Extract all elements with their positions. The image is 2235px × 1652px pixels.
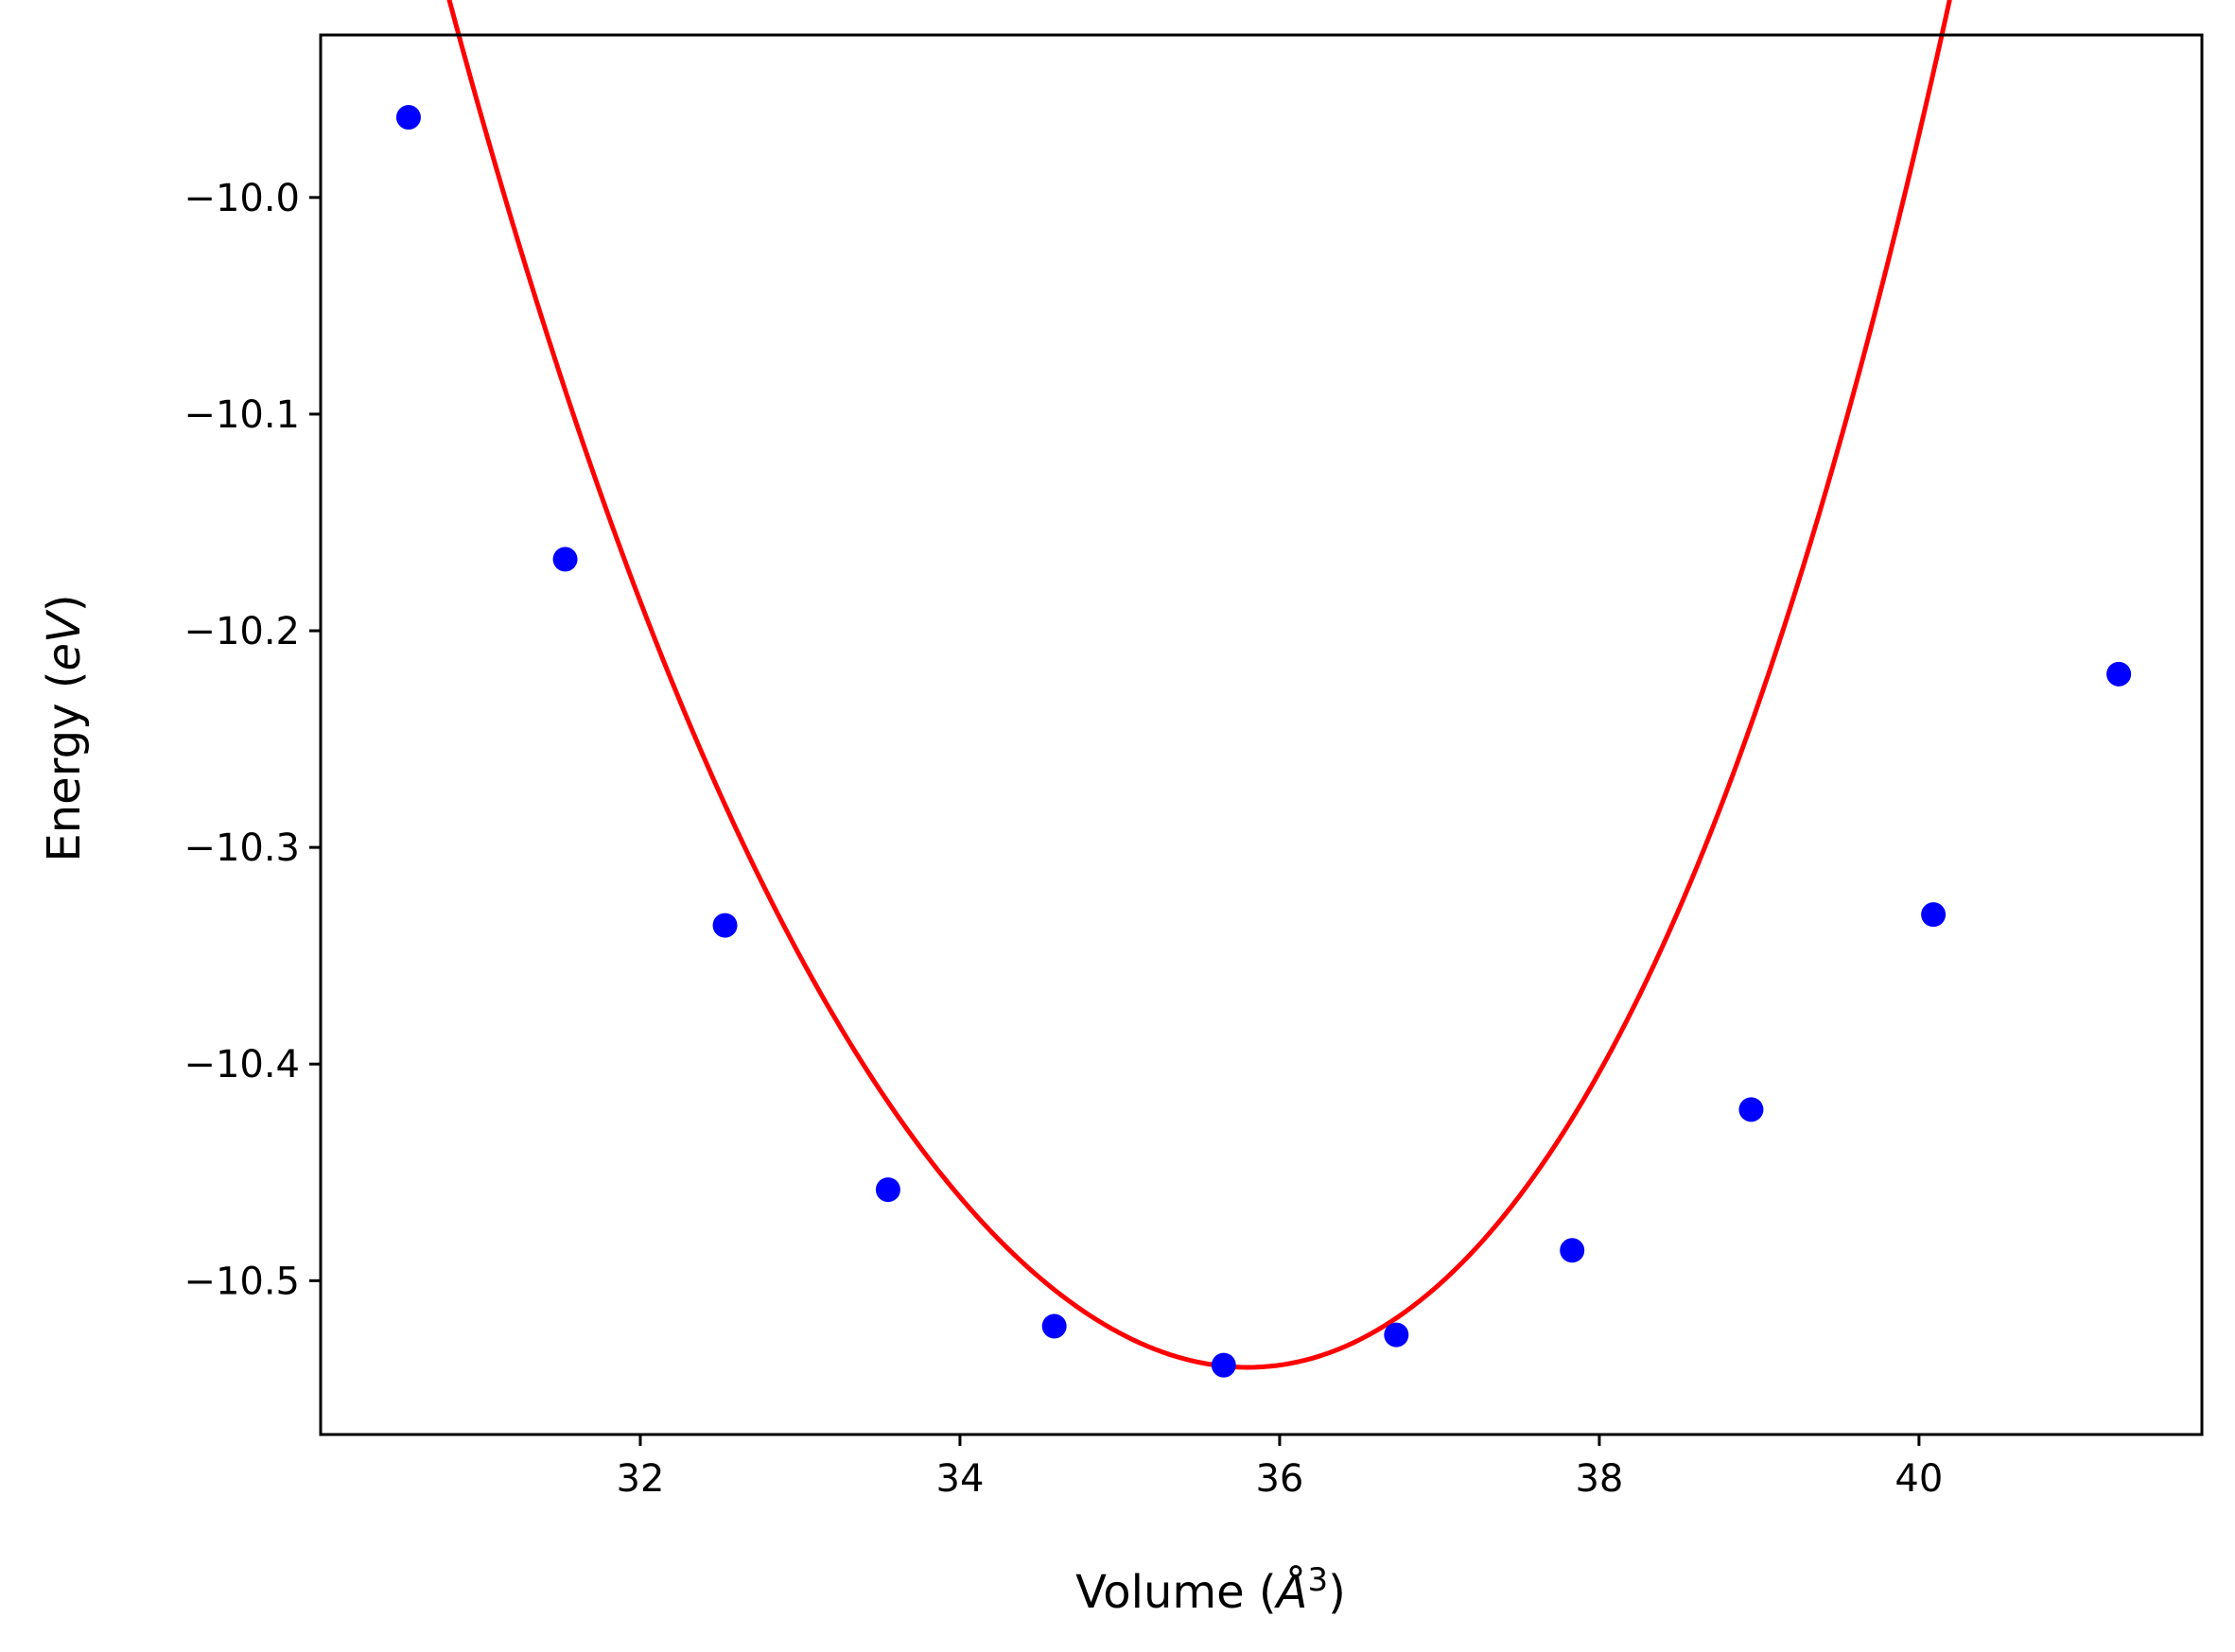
x-tick-label: 40: [1895, 1457, 1943, 1501]
x-axis-label-main: Volume (: [1075, 1566, 1277, 1619]
x-tick-label: 38: [1575, 1457, 1623, 1501]
plot-frame: [319, 33, 2204, 1436]
data-point: [1738, 1097, 1764, 1122]
data-point: [1921, 902, 1947, 928]
x-axis-label-unit: Å: [1274, 1565, 1308, 1619]
y-tick-label: −10.0: [183, 177, 300, 220]
y-axis-label: Energy (eV): [38, 594, 91, 861]
x-axis-label: Volume (Å3): [1075, 1561, 1346, 1619]
fit-curve: [446, 0, 1952, 1370]
y-axis-ticks: −10.0 −10.1 −10.2 −10.3 −10.4 −10.5: [183, 177, 321, 1303]
y-axis-label-close: ): [38, 594, 91, 612]
x-tick-label: 32: [617, 1457, 665, 1501]
y-axis-label-main: Energy (: [38, 671, 91, 862]
data-point: [1211, 1352, 1236, 1378]
y-axis-label-unit: eV: [38, 609, 91, 671]
data-point: [552, 547, 578, 572]
data-point: [1560, 1238, 1585, 1263]
data-point: [1041, 1313, 1067, 1339]
x-tick-label: 34: [936, 1457, 985, 1501]
y-tick-label: −10.4: [183, 1043, 300, 1087]
data-point: [712, 913, 738, 938]
x-axis-ticks: 32 34 36 38 40: [617, 1435, 1943, 1501]
y-tick-label: −10.3: [183, 826, 300, 870]
x-axis-label-exponent: 3: [1307, 1561, 1328, 1599]
y-tick-label: −10.2: [183, 610, 300, 653]
data-points-layer: [395, 105, 2132, 1378]
data-point: [1384, 1322, 1409, 1348]
x-tick-label: 36: [1255, 1457, 1303, 1501]
fit-curve-layer: [446, 0, 1952, 1370]
y-tick-label: −10.1: [183, 393, 300, 437]
data-point: [875, 1177, 900, 1203]
data-point: [395, 105, 421, 130]
data-point: [2106, 661, 2132, 687]
y-tick-label: −10.5: [183, 1260, 300, 1303]
x-axis-label-close: ): [1328, 1566, 1346, 1619]
